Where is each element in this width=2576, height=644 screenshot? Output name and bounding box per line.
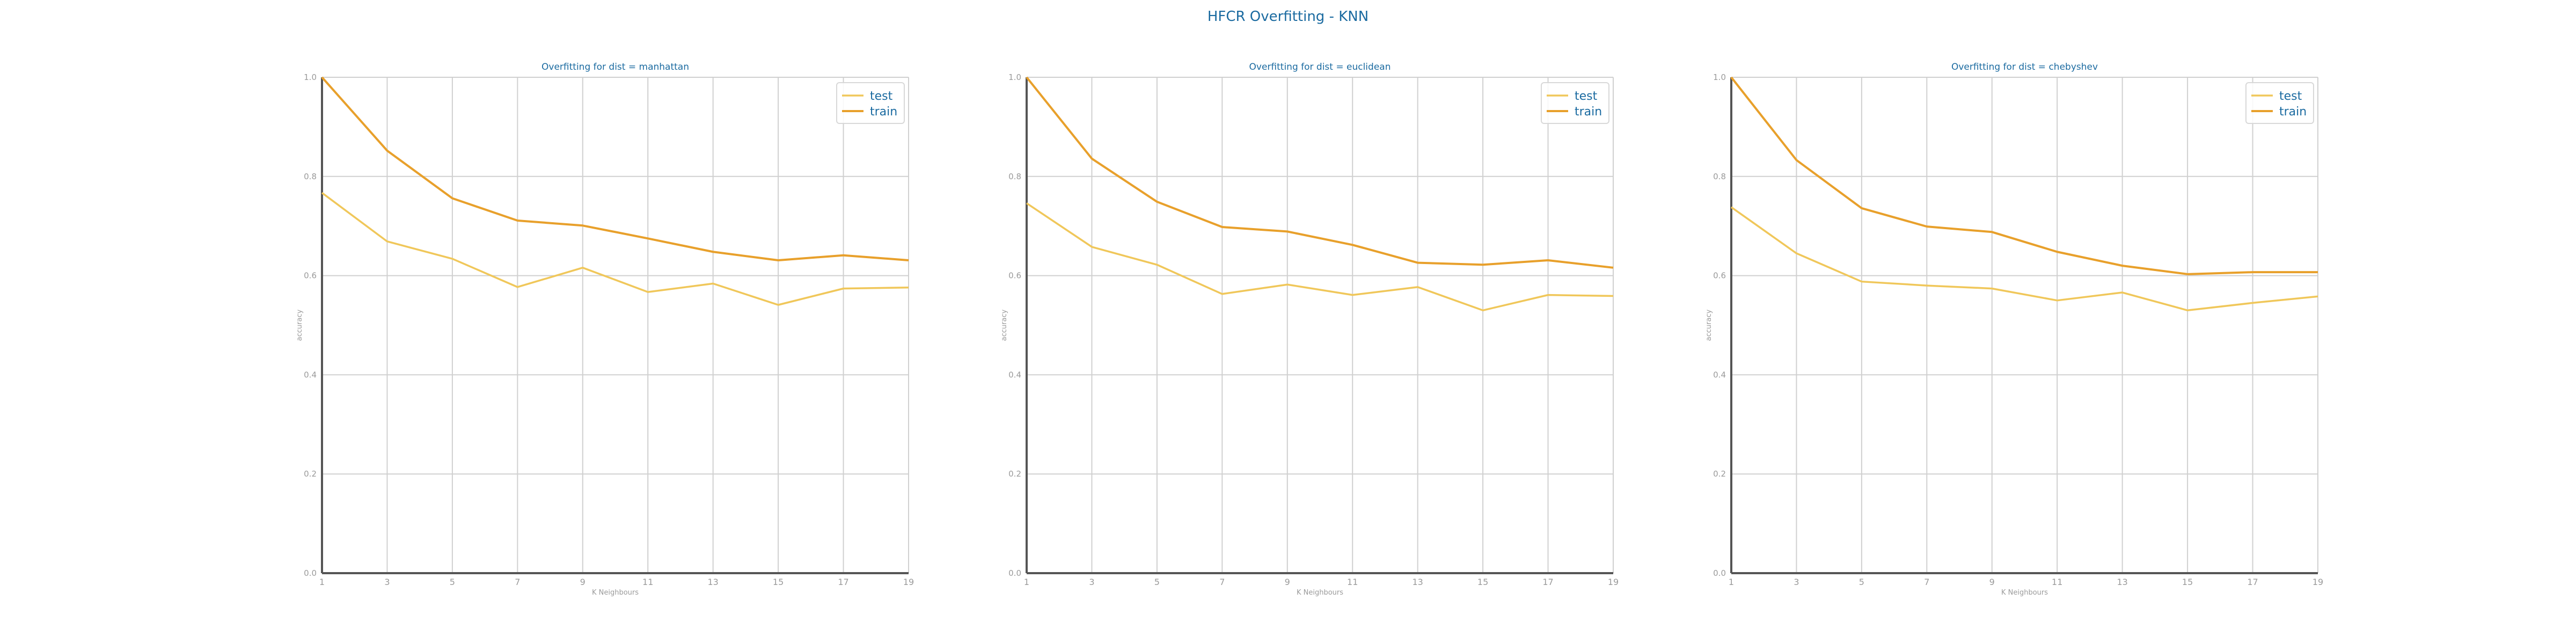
y-tick-label: 0.6 xyxy=(304,271,317,281)
y-tick-label: 0.0 xyxy=(1713,568,1726,578)
y-tick-label: 0.8 xyxy=(304,172,317,181)
x-tick-label: 9 xyxy=(1285,577,1290,587)
y-tick-label: 0.2 xyxy=(1008,469,1021,479)
y-tick-label: 0.4 xyxy=(1008,370,1021,379)
x-tick-label: 5 xyxy=(1154,577,1160,587)
legend-label-test: test xyxy=(870,90,893,103)
y-tick-label: 0.2 xyxy=(304,469,317,479)
x-tick-label: 11 xyxy=(2052,577,2062,587)
x-tick-label: 19 xyxy=(903,577,914,587)
x-tick-label: 13 xyxy=(2117,577,2127,587)
x-tick-label: 15 xyxy=(2182,577,2193,587)
x-axis-label: K Neighbours xyxy=(592,589,639,597)
series-line-train xyxy=(1026,76,1614,269)
x-tick-label: 9 xyxy=(580,577,586,587)
y-tick-label: 0.6 xyxy=(1713,271,1726,281)
x-axis-label: K Neighbours xyxy=(2001,589,2048,597)
series-line-train xyxy=(1730,76,2318,275)
y-tick-label: 1.0 xyxy=(1008,72,1021,82)
x-tick-label: 17 xyxy=(838,577,848,587)
x-tick-label: 19 xyxy=(2312,577,2323,587)
y-tick-label: 0.0 xyxy=(1008,568,1021,578)
chart-title: Overfitting for dist = chebyshev xyxy=(1951,62,2098,72)
x-tick-label: 15 xyxy=(1477,577,1488,587)
x-tick-label: 7 xyxy=(1924,577,1929,587)
x-axis-label: K Neighbours xyxy=(1297,589,1343,597)
figure-title: HFCR Overfitting - KNN xyxy=(1207,9,1369,25)
legend-label-test: test xyxy=(2279,90,2302,103)
legend-box xyxy=(2245,82,2314,124)
legend-box xyxy=(1541,82,1609,124)
x-tick-label: 7 xyxy=(1219,577,1225,587)
x-tick-label: 11 xyxy=(1347,577,1358,587)
legend-label-test: test xyxy=(1575,90,1598,103)
x-tick-label: 13 xyxy=(707,577,718,587)
y-tick-label: 1.0 xyxy=(1713,72,1726,82)
x-tick-label: 3 xyxy=(1089,577,1094,587)
y-tick-label: 0.4 xyxy=(1713,370,1726,379)
y-tick-label: 0.6 xyxy=(1008,271,1021,281)
x-tick-label: 13 xyxy=(1412,577,1423,587)
y-tick-label: 0.8 xyxy=(1008,172,1021,181)
x-tick-label: 3 xyxy=(1794,577,1799,587)
chart-title: Overfitting for dist = manhattan xyxy=(541,62,689,72)
x-tick-label: 19 xyxy=(1608,577,1619,587)
legend-label-train: train xyxy=(1575,105,1602,119)
x-tick-label: 1 xyxy=(319,577,325,587)
x-tick-label: 17 xyxy=(1542,577,1553,587)
x-tick-label: 1 xyxy=(1024,577,1029,587)
series-line-train xyxy=(321,76,909,261)
x-tick-label: 5 xyxy=(1859,577,1864,587)
x-tick-label: 3 xyxy=(384,577,390,587)
y-tick-label: 0.0 xyxy=(304,568,317,578)
y-axis-label: accuracy xyxy=(296,309,304,341)
series-line-test xyxy=(1730,206,2318,312)
series-line-test xyxy=(1026,202,1614,312)
x-tick-label: 9 xyxy=(1989,577,1995,587)
legend-label-train: train xyxy=(870,105,897,119)
x-tick-label: 17 xyxy=(2247,577,2258,587)
legend-box xyxy=(836,82,905,124)
chart-title: Overfitting for dist = euclidean xyxy=(1249,62,1391,72)
x-tick-label: 7 xyxy=(515,577,520,587)
x-tick-label: 15 xyxy=(773,577,784,587)
y-tick-label: 0.2 xyxy=(1713,469,1726,479)
legend-label-train: train xyxy=(2279,105,2307,119)
x-tick-label: 1 xyxy=(1729,577,1734,587)
series-line-test xyxy=(321,192,909,306)
x-tick-label: 5 xyxy=(450,577,455,587)
y-axis-label: accuracy xyxy=(1000,309,1008,341)
y-axis-label: accuracy xyxy=(1705,309,1713,341)
x-tick-label: 11 xyxy=(642,577,653,587)
y-tick-label: 0.8 xyxy=(1713,172,1726,181)
y-tick-label: 1.0 xyxy=(304,72,317,82)
y-tick-label: 0.4 xyxy=(304,370,317,379)
